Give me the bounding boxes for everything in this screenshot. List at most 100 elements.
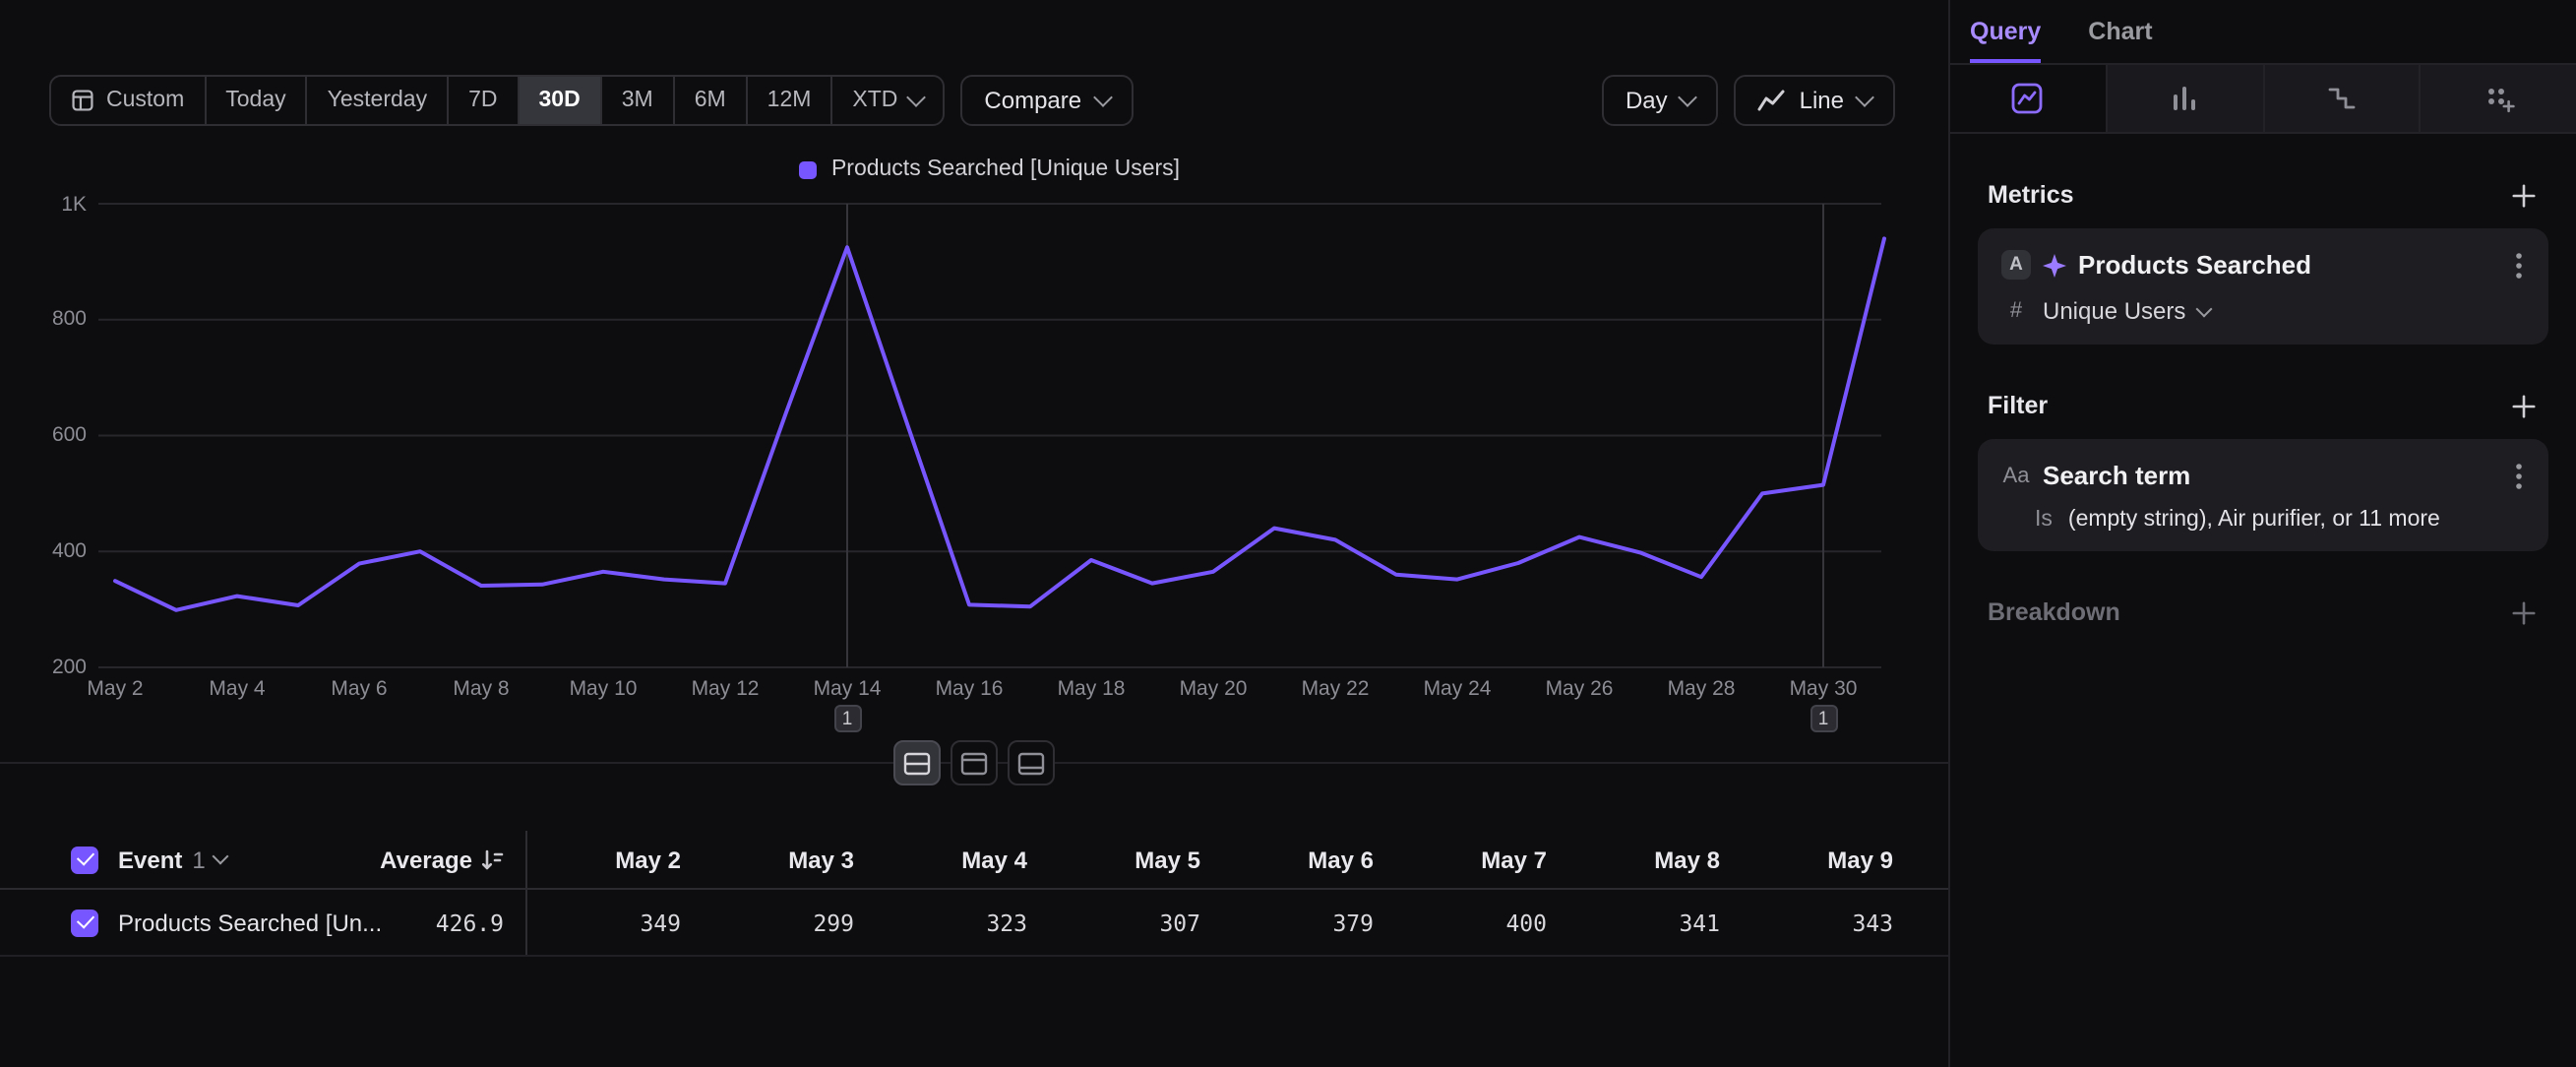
date-range-12m[interactable]: 12M — [746, 77, 831, 124]
x-axis-label: May 28 — [1646, 677, 1756, 701]
add-metric-button[interactable] — [2511, 182, 2537, 208]
query-panel: Query Chart Metrics — [1948, 0, 2576, 1067]
date-range-yesterday[interactable]: Yesterday — [306, 77, 447, 124]
annotation-marker[interactable]: 1 — [833, 705, 861, 732]
chevron-down-icon — [907, 88, 927, 107]
x-axis-label: May 4 — [182, 677, 292, 701]
panel-tabs: Query Chart — [1950, 0, 2576, 63]
calendar-icon — [71, 89, 94, 112]
date-column-header[interactable]: May 8 — [1566, 846, 1740, 873]
date-range-label: 7D — [468, 89, 497, 112]
legend-swatch — [800, 160, 818, 178]
layout-table-only-button[interactable] — [1008, 740, 1055, 785]
view-tab-bar-chart[interactable] — [2106, 65, 2263, 132]
add-filter-button[interactable] — [2511, 393, 2537, 418]
filter-type-label: Aa — [2001, 464, 2031, 487]
date-range-today[interactable]: Today — [204, 77, 305, 124]
average-label: Average — [380, 846, 472, 873]
layout-split-icon — [903, 751, 931, 775]
view-tab-retention[interactable] — [2262, 65, 2420, 132]
chevron-down-icon — [2195, 300, 2212, 317]
x-axis-label: May 2 — [60, 677, 170, 701]
value-cell: 299 — [701, 909, 874, 936]
view-tab-apps[interactable] — [2420, 65, 2576, 132]
breakdown-heading: Breakdown — [1988, 598, 2120, 626]
y-axis-label: 200 — [0, 656, 87, 679]
metrics-section-header: Metrics — [1950, 181, 2576, 209]
row-checkbox[interactable] — [71, 909, 98, 936]
date-range-7d[interactable]: 7D — [447, 77, 517, 124]
metrics-heading: Metrics — [1988, 181, 2074, 209]
date-range-custom[interactable]: Custom — [51, 77, 204, 124]
date-range-xtd[interactable]: XTD — [830, 77, 943, 124]
compare-button[interactable]: Compare — [960, 75, 1133, 126]
date-range-label: 12M — [767, 89, 812, 112]
add-breakdown-button[interactable] — [2511, 599, 2537, 625]
chart-type-select[interactable]: Line — [1735, 75, 1895, 126]
date-range-6m[interactable]: 6M — [673, 77, 746, 124]
tab-query-label: Query — [1970, 18, 2041, 45]
line-chart: 2004006008001K11May 2May 4May 6May 8May … — [0, 187, 1948, 758]
interval-select[interactable]: Day — [1602, 75, 1719, 126]
metric-card[interactable]: A Products Searched # Unique Users — [1978, 228, 2548, 345]
date-column-header[interactable]: May 5 — [1047, 846, 1220, 873]
apps-grid-icon — [2483, 83, 2514, 114]
event-column-header[interactable]: Event 1 — [118, 846, 413, 873]
value-cell: 349 — [527, 909, 701, 936]
date-range-picker: CustomToday Yesterday 7D 30D3M 6M 12M XTD — [49, 75, 945, 126]
layout-bottom-icon — [1017, 751, 1045, 775]
filter-card-main-row: Aa Search term — [2001, 461, 2525, 490]
view-tab-insights[interactable] — [1950, 65, 2106, 132]
y-axis-label: 800 — [0, 308, 87, 332]
average-column-header[interactable]: Average — [413, 846, 512, 873]
tab-query[interactable]: Query — [1970, 0, 2041, 63]
table-row[interactable]: Products Searched [Un... 426.9 349299323… — [0, 890, 1948, 957]
annotation-marker[interactable]: 1 — [1809, 705, 1837, 732]
x-axis-label: May 24 — [1402, 677, 1512, 701]
toolbar-right: Day Line — [1602, 75, 1895, 126]
event-label: Event — [118, 846, 182, 873]
kebab-menu-icon[interactable] — [2513, 462, 2525, 489]
x-axis-label: May 8 — [426, 677, 536, 701]
sort-icon[interactable] — [480, 847, 504, 871]
date-column-header[interactable]: May 7 — [1393, 846, 1566, 873]
date-column-header[interactable]: May 9 — [1740, 846, 1913, 873]
x-axis-label: May 16 — [914, 677, 1024, 701]
date-range-label: 6M — [695, 89, 726, 112]
date-range-3m[interactable]: 3M — [600, 77, 673, 124]
value-cell: 400 — [1393, 909, 1566, 936]
retention-steps-icon — [2326, 83, 2358, 114]
tab-chart-label: Chart — [2088, 18, 2152, 45]
chart-type-label: Line — [1800, 87, 1844, 114]
layout-split-button[interactable] — [893, 740, 941, 785]
select-all-checkbox[interactable] — [71, 846, 98, 873]
chevron-down-icon — [213, 848, 229, 865]
kebab-menu-icon[interactable] — [2513, 251, 2525, 279]
filter-values[interactable]: (empty string), Air purifier, or 11 more — [2068, 508, 2440, 532]
chevron-down-icon — [1679, 88, 1698, 107]
date-column-header[interactable]: May 4 — [874, 846, 1047, 873]
x-axis-label: May 14 — [792, 677, 902, 701]
table-column-divider — [512, 831, 527, 888]
value-cell: 343 — [1740, 909, 1913, 936]
compare-label: Compare — [984, 87, 1081, 114]
date-column-header[interactable]: May 6 — [1220, 846, 1393, 873]
filter-operator: Is — [2035, 508, 2053, 532]
layout-chart-only-button[interactable] — [951, 740, 998, 785]
legend-label: Products Searched [Unique Users] — [831, 157, 1180, 181]
x-axis-label: May 6 — [304, 677, 414, 701]
date-range-label: Yesterday — [328, 89, 427, 112]
date-range-30d[interactable]: 30D — [518, 77, 600, 124]
chart-legend: Products Searched [Unique Users] — [98, 157, 1881, 181]
aggregation-select[interactable]: Unique Users — [2043, 297, 2185, 325]
y-axis-label: 600 — [0, 424, 87, 448]
plus-icon — [2511, 182, 2537, 208]
value-cell: 307 — [1047, 909, 1220, 936]
report-main: CustomToday Yesterday 7D 30D3M 6M 12M XTD Comp… — [0, 0, 1948, 1067]
date-column-header[interactable]: May 2 — [527, 846, 701, 873]
date-column-header[interactable]: May 3 — [701, 846, 874, 873]
filter-section-header: Filter — [1950, 392, 2576, 419]
tab-chart[interactable]: Chart — [2088, 0, 2152, 63]
filter-card[interactable]: Aa Search term Is (empty string), Air pu… — [1978, 439, 2548, 551]
value-cell: 323 — [874, 909, 1047, 936]
